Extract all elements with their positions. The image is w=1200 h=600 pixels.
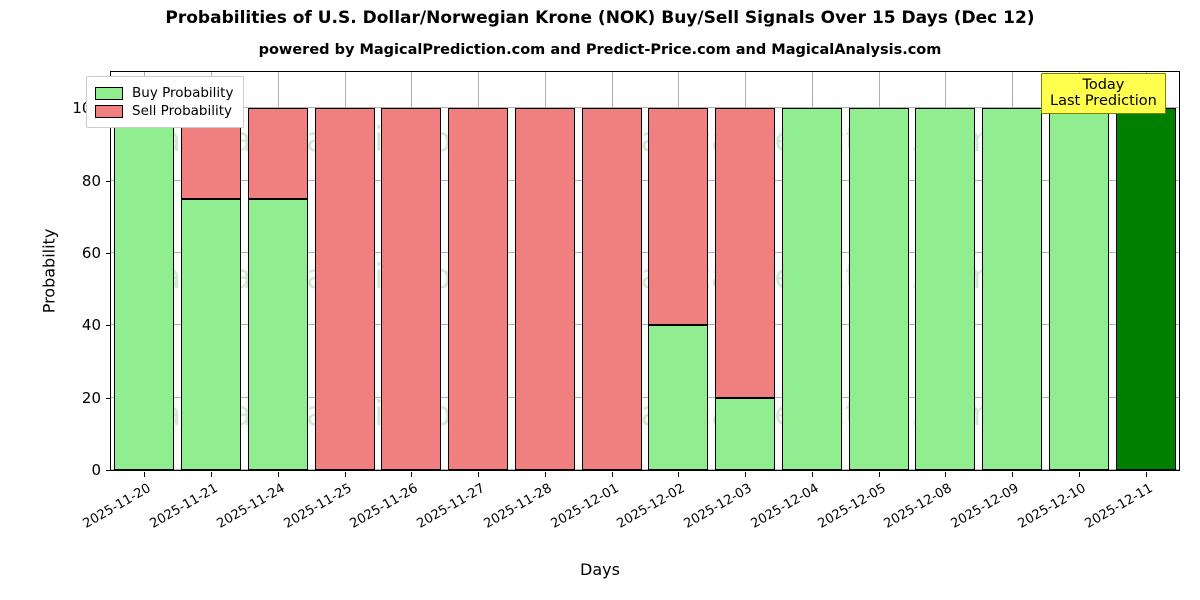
- x-tick-mark: [811, 472, 813, 477]
- legend-item: Sell Probability: [95, 103, 233, 119]
- x-axis-label: Days: [580, 560, 620, 579]
- y-tick-label: 0: [91, 461, 101, 479]
- bar-segment-sell[interactable]: [314, 108, 375, 470]
- today-label: Today: [1082, 77, 1125, 93]
- x-tick-mark: [277, 472, 279, 477]
- x-tick-mark: [478, 472, 480, 477]
- chart-title: Probabilities of U.S. Dollar/Norwegian K…: [165, 8, 1035, 28]
- bar-group[interactable]: [114, 108, 175, 470]
- chart-subtitle: powered by MagicalPrediction.com and Pre…: [258, 42, 942, 58]
- bar-segment-buy[interactable]: [114, 108, 175, 470]
- bar-group[interactable]: [648, 108, 709, 470]
- gridline: [111, 396, 1179, 398]
- bar-segment-buy[interactable]: [915, 108, 976, 470]
- today-annotation: Today Last Prediction: [1041, 73, 1166, 115]
- bar-segment-buy[interactable]: [1115, 108, 1176, 470]
- bar-group[interactable]: [715, 108, 776, 470]
- gridline: [111, 107, 1179, 109]
- x-tick-mark: [878, 472, 880, 477]
- gridline: [111, 469, 1179, 470]
- x-tick-mark: [1078, 472, 1080, 477]
- legend-label: Buy Probability: [132, 85, 234, 101]
- bar-group[interactable]: [314, 108, 375, 470]
- bar-group[interactable]: [1048, 108, 1109, 470]
- legend-swatch-icon: [95, 86, 123, 100]
- y-tick-mark: [106, 180, 111, 182]
- bar-segment-buy[interactable]: [181, 198, 242, 470]
- x-tick-mark: [678, 472, 680, 477]
- chart-legend: Buy Probability Sell Probability: [86, 76, 245, 128]
- x-tick-mark: [611, 472, 613, 477]
- y-tick-label: 20: [81, 388, 101, 407]
- plot-area: MagicalAnalysis.comMagicalPrediction.com…: [40, 71, 1180, 532]
- bar-group[interactable]: [181, 108, 242, 470]
- bar-group[interactable]: [581, 108, 642, 470]
- bar-segment-buy[interactable]: [715, 397, 776, 470]
- y-tick-mark: [106, 325, 111, 327]
- x-tick-mark: [945, 472, 947, 477]
- bar-segment-buy[interactable]: [247, 198, 308, 470]
- bar-segment-sell[interactable]: [715, 108, 776, 398]
- x-tick-mark: [745, 472, 747, 477]
- bar-segment-buy[interactable]: [781, 108, 842, 470]
- gridline: [111, 179, 1179, 181]
- bar-group[interactable]: [982, 108, 1043, 470]
- bar-group[interactable]: [1115, 108, 1176, 470]
- x-tick-mark: [1012, 472, 1014, 477]
- x-tick-mark: [1145, 472, 1147, 477]
- bar-segment-sell[interactable]: [448, 108, 509, 470]
- y-tick-label: 60: [81, 243, 101, 262]
- y-tick-mark: [106, 252, 111, 254]
- bar-segment-buy[interactable]: [648, 325, 709, 470]
- bar-segment-buy[interactable]: [1048, 108, 1109, 470]
- bar-segment-sell[interactable]: [648, 108, 709, 326]
- bar-segment-sell[interactable]: [514, 108, 575, 470]
- x-tick-mark: [144, 472, 146, 477]
- y-tick-label: 80: [81, 171, 101, 190]
- bar-segment-sell[interactable]: [247, 108, 308, 199]
- y-tick-label: 40: [81, 316, 101, 335]
- bar-group[interactable]: [781, 108, 842, 470]
- legend-item: Buy Probability: [95, 85, 233, 101]
- plot-inner: MagicalAnalysis.comMagicalPrediction.com…: [111, 72, 1179, 470]
- x-tick-mark: [544, 472, 546, 477]
- y-tick-mark: [106, 470, 111, 471]
- bar-group[interactable]: [247, 108, 308, 470]
- y-tick-mark: [106, 397, 111, 399]
- bar-group[interactable]: [915, 108, 976, 470]
- y-axis-label: Probability: [39, 228, 59, 314]
- legend-swatch-icon: [95, 104, 123, 118]
- x-tick-mark: [211, 472, 213, 477]
- bar-group[interactable]: [848, 108, 909, 470]
- bar-group[interactable]: [514, 108, 575, 470]
- bar-segment-sell[interactable]: [381, 108, 442, 470]
- bar-segment-buy[interactable]: [982, 108, 1043, 470]
- bar-segment-buy[interactable]: [848, 108, 909, 470]
- bar-group[interactable]: [381, 108, 442, 470]
- x-tick-mark: [411, 472, 413, 477]
- bar-group[interactable]: [448, 108, 509, 470]
- legend-label: Sell Probability: [132, 103, 233, 119]
- gridline: [111, 324, 1179, 326]
- x-tick-mark: [344, 472, 346, 477]
- bar-segment-sell[interactable]: [581, 108, 642, 470]
- last-prediction-label: Last Prediction: [1050, 93, 1157, 110]
- gridline: [111, 251, 1179, 253]
